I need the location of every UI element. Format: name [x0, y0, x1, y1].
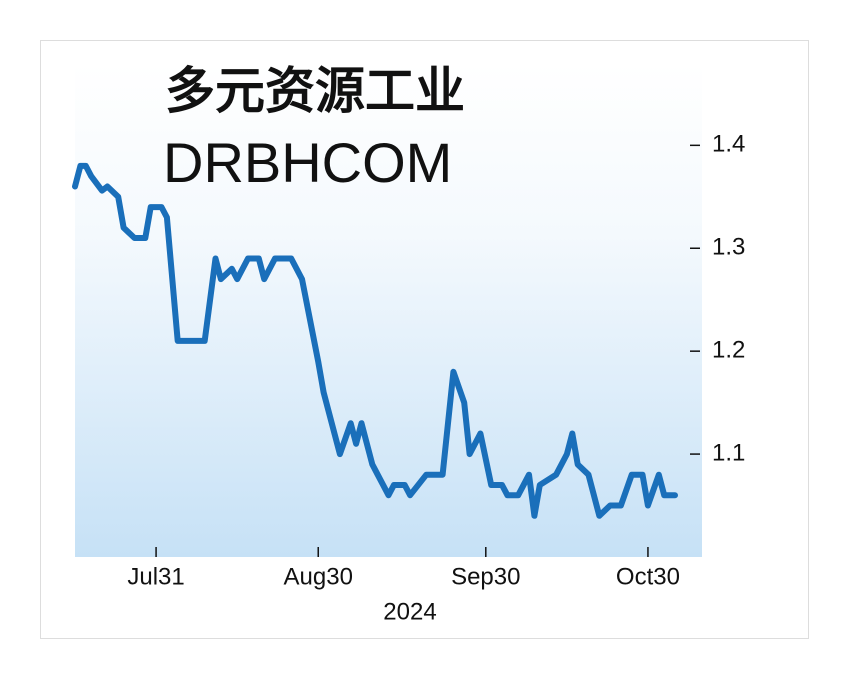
chart-subtitle: DRBHCOM	[163, 131, 452, 194]
price-line	[72, 162, 678, 519]
y-tick-label: 1.2	[712, 337, 745, 364]
chart-title: 多元资源工业	[165, 63, 465, 119]
x-tick-label: Jul31	[127, 563, 184, 590]
x-axis-label: 2024	[383, 598, 436, 625]
x-tick-label: Aug30	[284, 563, 353, 590]
x-tick-label: Sep30	[451, 563, 520, 590]
y-tick-label: 1.1	[712, 439, 745, 466]
y-tick-label: 1.4	[712, 131, 745, 158]
y-tick-label: 1.3	[712, 234, 745, 261]
plot-area	[75, 63, 702, 557]
x-tick-label: Oct30	[616, 563, 680, 590]
